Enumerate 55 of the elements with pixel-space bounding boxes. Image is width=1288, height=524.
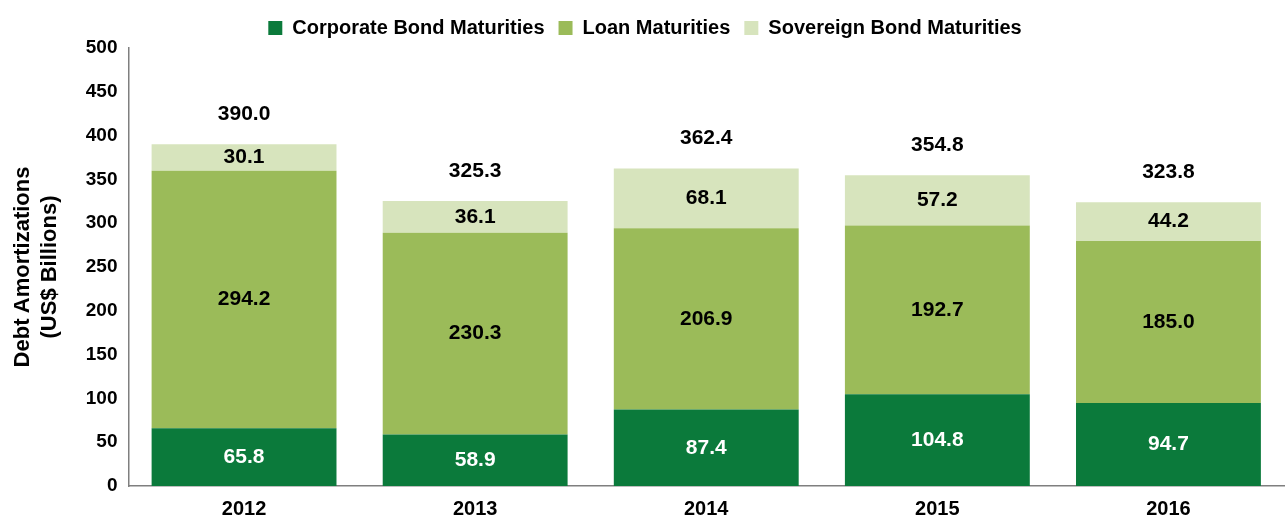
- y-tick-label: 400: [85, 123, 118, 145]
- legend-label: Corporate Bond Maturities: [292, 15, 545, 38]
- bar: [382, 201, 568, 233]
- y-tick-label: 300: [85, 211, 118, 233]
- bar: [1076, 202, 1261, 241]
- y-tick-label: 200: [85, 299, 118, 321]
- data-label: 57.2: [916, 187, 958, 211]
- y-tick-label: 500: [85, 36, 118, 58]
- data-label: 44.2: [1148, 208, 1189, 232]
- data-label: 87.4: [685, 434, 728, 458]
- bar: [1076, 403, 1261, 486]
- legend-label: Loan Maturities: [582, 15, 731, 38]
- data-label: 230.3: [448, 320, 502, 344]
- total-label: 323.8: [1142, 159, 1196, 183]
- total-label: 390.0: [217, 101, 271, 125]
- x-tick-label: 2012: [221, 496, 267, 519]
- data-label: 65.8: [223, 443, 265, 467]
- total-label: 362.4: [679, 125, 733, 149]
- bar: [613, 409, 799, 486]
- total-label: 354.8: [911, 132, 964, 156]
- data-label: 68.1: [685, 185, 728, 209]
- bar: [844, 175, 1030, 226]
- data-label: 192.7: [911, 296, 964, 320]
- total-label: 325.3: [448, 157, 502, 181]
- data-label: 36.1: [454, 203, 496, 227]
- bar: [382, 434, 568, 486]
- x-tick-label: 2013: [452, 496, 498, 519]
- y-tick-label: 250: [85, 255, 118, 277]
- y-tick-label: 0: [106, 474, 118, 496]
- data-label: 206.9: [679, 305, 733, 329]
- bar: [151, 144, 337, 171]
- bar: [613, 168, 799, 229]
- y-tick-label: 350: [85, 167, 118, 189]
- data-label: 104.8: [911, 426, 964, 450]
- bar: [1076, 240, 1261, 404]
- data-label: 94.7: [1148, 431, 1189, 455]
- data-label: 185.0: [1142, 308, 1195, 332]
- y-tick-label: 50: [96, 430, 118, 452]
- y-axis-title: Debt Amortizations (US$ Billions): [9, 166, 61, 368]
- x-tick-label: 2015: [915, 496, 960, 519]
- data-label: 30.1: [223, 144, 265, 168]
- x-tick-label: 2016: [1146, 496, 1191, 519]
- bar: [151, 428, 337, 486]
- y-tick-label: 450: [85, 80, 118, 102]
- bar: [382, 232, 568, 435]
- bar: [844, 394, 1030, 486]
- bar: [613, 228, 799, 410]
- data-label: 58.9: [454, 447, 496, 470]
- data-label: 294.2: [217, 286, 271, 310]
- y-tick-label: 150: [85, 342, 118, 364]
- legend-label: Sovereign Bond Maturities: [768, 15, 1022, 38]
- y-tick-label: 100: [85, 386, 118, 408]
- bar: [151, 170, 337, 429]
- bar: [844, 225, 1030, 395]
- x-tick-label: 2014: [684, 496, 730, 519]
